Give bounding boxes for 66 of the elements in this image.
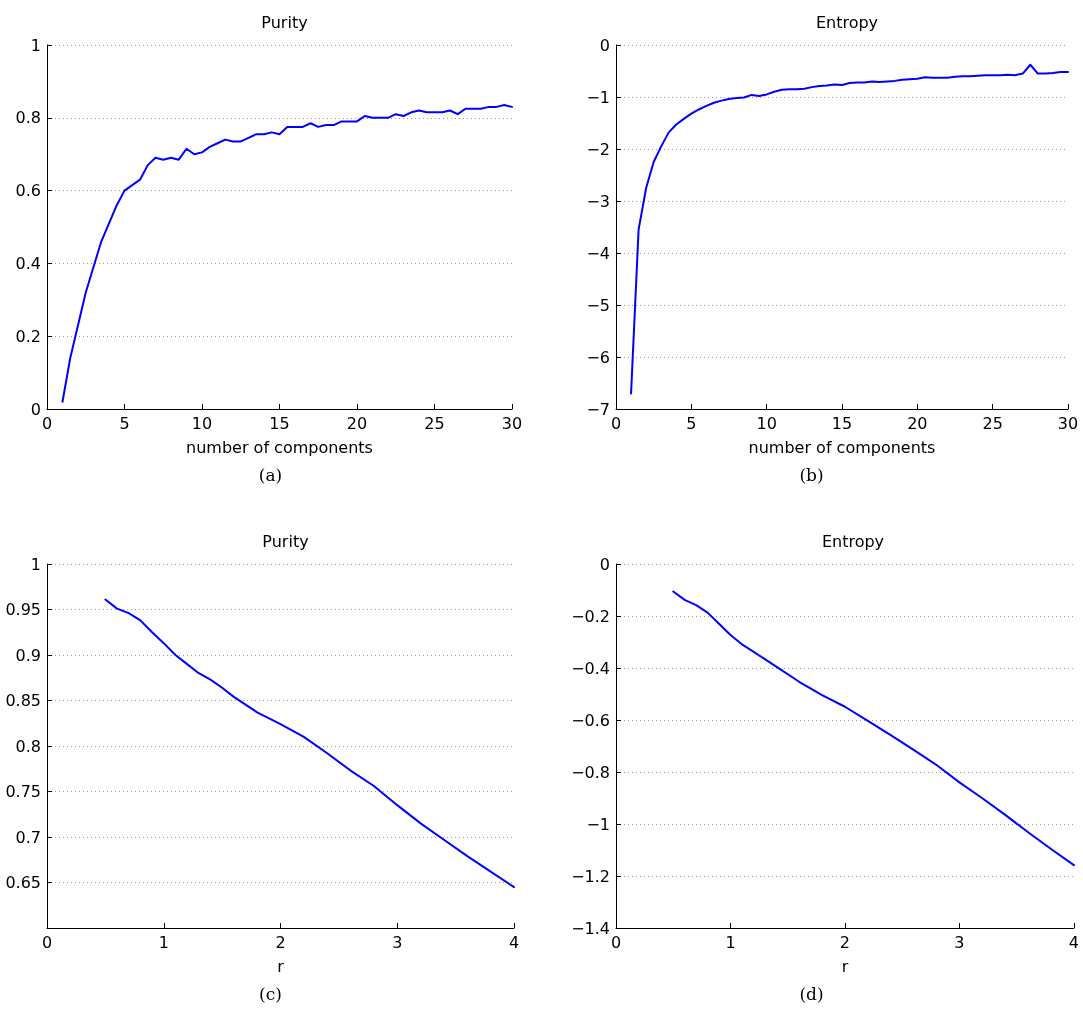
x-tick-label: 3 — [954, 932, 965, 952]
y-tick-label: −7 — [586, 399, 610, 419]
chart-title: Entropy — [821, 531, 885, 551]
y-tick-label: −1 — [586, 814, 610, 834]
x-tick-label: 25 — [982, 413, 1003, 433]
x-tick-label: 15 — [269, 413, 290, 433]
y-tick-label: −0.2 — [571, 606, 610, 626]
text: (c) — [259, 983, 282, 1004]
x-axis-title: number of components — [186, 437, 373, 457]
y-tick-label: 1 — [30, 35, 41, 55]
x-tick-label: 4 — [1068, 932, 1079, 952]
line-series — [61, 104, 513, 403]
y-tick-label: −3 — [586, 191, 610, 211]
x-tick-label: 1 — [158, 932, 169, 952]
x-tick-label: 25 — [424, 413, 445, 433]
x-tick-label: 2 — [839, 932, 851, 952]
text: (b) — [799, 464, 824, 485]
y-tick-label: 0.65 — [5, 873, 41, 892]
y-tick-label: −0.6 — [571, 710, 610, 730]
y-tick-label: 0.75 — [5, 782, 41, 801]
x-tick-label: 4 — [508, 932, 520, 952]
y-tick-label: 0.8 — [15, 108, 41, 128]
chart-title: Entropy — [815, 12, 879, 32]
y-tick-label: −5 — [586, 295, 610, 315]
y-tick-label: −0.8 — [571, 762, 610, 782]
x-tick-label: 20 — [346, 413, 368, 433]
text: (a) — [258, 464, 283, 485]
chart-title: Purity — [262, 531, 309, 551]
y-tick-label: −2 — [586, 139, 610, 159]
y-tick-label: 0.2 — [15, 326, 41, 346]
x-axis-title: r — [277, 956, 285, 976]
y-tick-label: 0.95 — [5, 600, 41, 619]
x-tick-label: 30 — [1057, 413, 1079, 433]
line-series — [630, 63, 1069, 395]
y-tick-label: 0.4 — [15, 253, 41, 273]
y-tick-label: 0 — [599, 554, 610, 574]
y-tick-label: 0.9 — [15, 645, 41, 665]
x-axis-title: r — [841, 956, 849, 976]
y-tick-label: −6 — [586, 347, 610, 367]
x-tick-label: 10 — [756, 413, 777, 433]
x-tick-label: 15 — [831, 413, 853, 433]
x-tick-label: 5 — [686, 413, 697, 433]
y-tick-label: −1 — [586, 87, 610, 107]
y-tick-label: −1.4 — [571, 918, 610, 938]
y-tick-label: 0.7 — [15, 827, 41, 847]
x-tick-label: 20 — [907, 413, 928, 433]
y-tick-label: 0.85 — [5, 691, 41, 710]
line-series — [672, 590, 1075, 867]
x-tick-label: 3 — [392, 932, 403, 952]
x-tick-label: 1 — [725, 932, 736, 952]
y-tick-label: −4 — [586, 243, 610, 263]
y-tick-label: 0.6 — [15, 181, 41, 201]
y-tick-label: 0 — [30, 399, 41, 419]
y-tick-label: 0.8 — [15, 736, 41, 756]
x-tick-label: 2 — [275, 932, 286, 952]
x-tick-label: 5 — [119, 413, 130, 433]
y-tick-label: −1.2 — [571, 866, 610, 886]
x-tick-label: 10 — [191, 413, 213, 433]
chart-title: Purity — [261, 12, 308, 32]
x-axis-title: number of components — [748, 437, 936, 457]
line-series — [104, 598, 515, 889]
x-tick-label: 30 — [501, 413, 523, 433]
y-tick-label: 0 — [599, 35, 610, 55]
y-tick-label: −0.4 — [571, 658, 610, 678]
y-tick-label: 1 — [30, 554, 41, 574]
text: (d) — [799, 983, 824, 1004]
